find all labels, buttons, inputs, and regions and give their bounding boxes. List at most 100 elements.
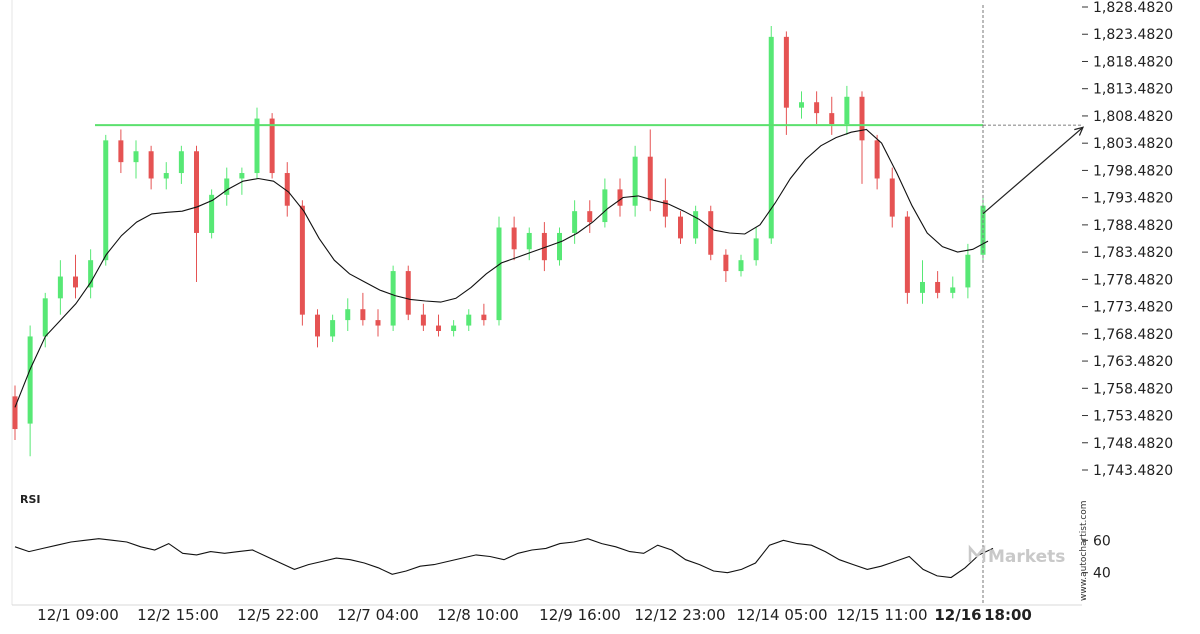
price-tick-label: 1,828.4820 (1093, 0, 1173, 16)
forecast-arrow-head (1074, 126, 1085, 136)
time-tick-label: 12/1 09:00 (37, 606, 119, 624)
candle-body (799, 102, 804, 108)
candle-body (753, 238, 759, 261)
rsi-pane (14, 538, 994, 579)
candle-body (436, 325, 441, 332)
candle-body (889, 178, 895, 217)
overlay-layer (95, 5, 1085, 605)
candle-body (12, 396, 18, 430)
price-tick-label: 1,813.4820 (1093, 82, 1173, 98)
price-tick-label: 1,818.4820 (1093, 54, 1173, 70)
candle-body (693, 211, 699, 239)
time-tick-label: 12/16 (934, 606, 981, 624)
price-tick-label: 1,778.4820 (1093, 272, 1173, 288)
candle-body (315, 314, 320, 337)
candle-body (632, 156, 638, 206)
price-tick-label: 1,758.4820 (1093, 381, 1173, 397)
time-tick-label: 12/8 10:00 (437, 606, 519, 624)
price-tick-label: 1,798.4820 (1093, 163, 1173, 179)
candle-body (859, 96, 865, 141)
candle-body (284, 173, 290, 206)
time-tick-label: 12/5 22:00 (237, 606, 319, 624)
time-tick-label: 12/9 16:00 (539, 606, 621, 624)
rsi-line (14, 538, 994, 579)
candle-body (662, 200, 668, 217)
candle-body (299, 205, 305, 315)
candle-body (557, 232, 562, 261)
candle-body (103, 140, 109, 261)
candle-body (965, 254, 971, 288)
time-tick-label: 12/2 15:00 (137, 606, 219, 624)
rsi-tick-label: 60 (1093, 533, 1111, 549)
price-tick-label: 1,768.4820 (1093, 327, 1173, 343)
candle-body (708, 211, 714, 255)
price-tick-label: 1,753.4820 (1093, 409, 1173, 425)
candle-body (88, 260, 94, 288)
candle-body (57, 276, 63, 299)
candle-body (678, 216, 683, 239)
brand-logo: Markets (968, 544, 1065, 567)
candle-body (904, 216, 910, 293)
price-tick-label: 1,783.4820 (1093, 245, 1173, 261)
candle-body (405, 271, 411, 315)
candle-body (541, 232, 547, 261)
candle-body (133, 151, 139, 163)
candle-body (783, 36, 789, 108)
price-tick-label: 1,773.4820 (1093, 300, 1173, 316)
candle-body (148, 151, 154, 179)
candle-body (647, 156, 653, 201)
candle-body (375, 320, 381, 326)
time-tick-label: 18:00 (984, 606, 1032, 624)
candle-body (163, 173, 169, 179)
candle-body (345, 309, 351, 321)
moving-average-line (14, 128, 989, 408)
candle-body (42, 298, 48, 337)
time-tick-label: 12/15 11:00 (836, 606, 927, 624)
candle-body (874, 140, 880, 179)
candle-body (420, 314, 426, 326)
time-tick-label: 12/12 23:00 (634, 606, 725, 624)
price-tick-label: 1,743.4820 (1093, 463, 1173, 479)
candle-body (935, 281, 941, 293)
forecast-arrow-line (982, 126, 1084, 215)
candle-body (950, 287, 956, 293)
candle-body (269, 118, 275, 174)
candle-body (496, 227, 502, 321)
candle-body (390, 271, 396, 326)
candle-body (814, 102, 820, 114)
candle-body (239, 173, 245, 179)
candle-body (178, 151, 184, 174)
candle-body (526, 232, 532, 250)
price-tick-label: 1,823.4820 (1093, 27, 1173, 43)
candle-body (254, 118, 260, 174)
price-pane (12, 25, 989, 457)
candle-body (330, 320, 336, 337)
candle-body (768, 36, 774, 239)
site-watermark: www.autochartist.com (1079, 500, 1089, 601)
price-tick-label: 1,788.4820 (1093, 218, 1173, 234)
candle-body (209, 194, 215, 233)
candle-body (723, 254, 729, 272)
price-tick-label: 1,803.4820 (1093, 136, 1173, 152)
candle-body (224, 178, 230, 195)
candle-body (844, 96, 850, 125)
candle-body (602, 189, 608, 223)
candle-body (920, 281, 925, 293)
candle-body (481, 314, 487, 321)
time-tick-label: 12/14 05:00 (736, 606, 827, 624)
candle-body (617, 189, 623, 206)
price-tick-label: 1,793.4820 (1093, 191, 1173, 207)
candle-body (194, 151, 199, 233)
candle-body (511, 227, 517, 250)
price-tick-label: 1,808.4820 (1093, 109, 1173, 125)
axis-layer: 1,828.4820 1,823.4820 1,818.4820 1,813.4820… (11, 0, 1173, 624)
rsi-tick-label: 40 (1093, 566, 1111, 582)
candle-body (738, 260, 744, 272)
candle-body (27, 336, 33, 424)
brand-logo-text: Markets (988, 547, 1065, 567)
candle-body (572, 211, 578, 233)
candle-body (73, 276, 78, 288)
price-tick-label: 1,763.4820 (1093, 354, 1173, 370)
candle-body (466, 314, 472, 326)
